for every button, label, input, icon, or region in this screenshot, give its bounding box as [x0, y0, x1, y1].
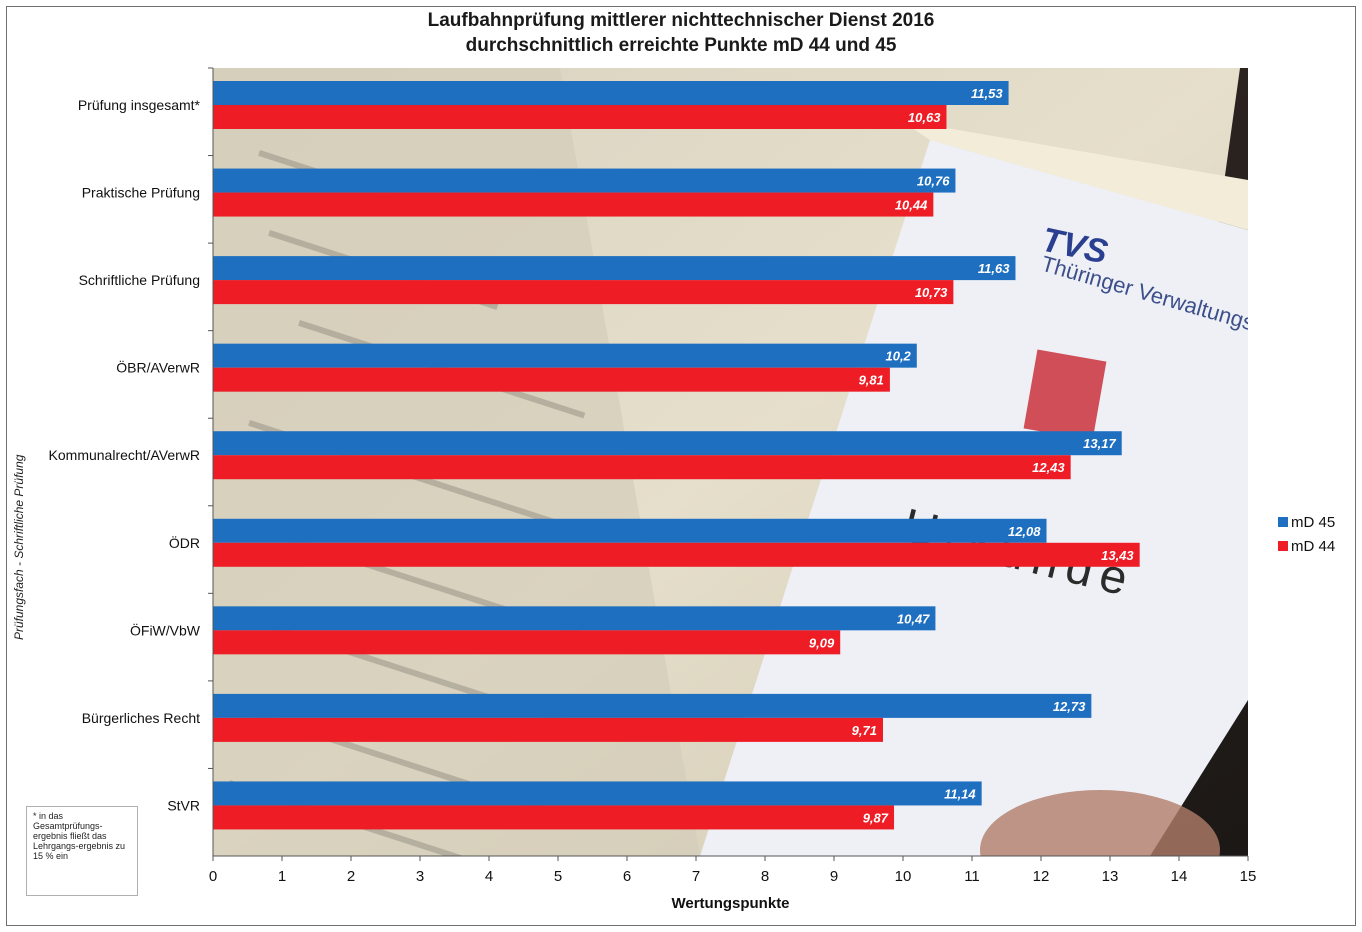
footnote-box: * in das Gesamtprüfungs-ergebnis fließt …: [26, 806, 138, 896]
data-label: 10,73: [915, 285, 948, 300]
category-label: ÖBR/AVerwR: [116, 359, 200, 376]
bar-md45: [213, 781, 982, 806]
data-label: 10,76: [917, 174, 950, 189]
data-label: 9,81: [859, 373, 884, 388]
bar-md44: [213, 455, 1071, 480]
data-label: 10,2: [885, 349, 911, 364]
data-label: 9,71: [852, 723, 877, 738]
x-tick-label: 9: [830, 868, 838, 885]
bar-md45: [213, 81, 1009, 105]
data-label: 10,44: [895, 198, 928, 213]
bar-md44: [213, 717, 883, 742]
bar-md45: [213, 256, 1016, 281]
data-label: 11,53: [971, 86, 1003, 101]
bar-md45: [213, 343, 917, 368]
y-axis-label: Prüfungsfach - Schriftliche Prüfung: [12, 454, 26, 640]
category-label: Bürgerliches Recht: [82, 710, 200, 726]
x-tick-label: 7: [692, 868, 700, 885]
bar-md44: [213, 280, 954, 305]
x-tick-label: 12: [1033, 868, 1050, 885]
data-label: 9,87: [863, 810, 889, 825]
coat-of-arms-icon: [1023, 349, 1107, 441]
x-tick-label: 8: [761, 868, 769, 885]
bar-md45: [213, 518, 1047, 543]
legend-label: mD 44: [1291, 537, 1336, 555]
bar-md44: [213, 542, 1140, 567]
data-label: 12,73: [1053, 699, 1086, 714]
bar-md44: [213, 367, 890, 392]
data-label: 13,43: [1101, 548, 1134, 563]
legend-swatch-red: [1278, 541, 1288, 551]
x-tick-label: 2: [347, 868, 355, 885]
x-tick-label: 3: [416, 868, 424, 885]
x-tick-label: 5: [554, 868, 562, 885]
x-tick-label: 11: [964, 868, 980, 885]
x-tick-label: 15: [1240, 868, 1257, 885]
legend-item-mD44: mD 44: [1278, 534, 1335, 558]
x-tick-label: 13: [1102, 868, 1119, 885]
x-tick-label: 6: [623, 868, 631, 885]
bar-md45: [213, 168, 956, 193]
legend: mD 45 mD 44: [1278, 510, 1335, 558]
data-label: 12,43: [1032, 460, 1065, 475]
bar-md45: [213, 693, 1092, 718]
data-label: 11,14: [944, 786, 976, 801]
category-label: StVR: [167, 797, 200, 813]
category-label: Praktische Prüfung: [82, 185, 200, 201]
bar-md44: [213, 630, 841, 655]
chart-title: Laufbahnprüfung mittlerer nichttechnisch…: [427, 10, 935, 31]
bar-md44: [213, 805, 895, 830]
x-axis-label: Wertungspunkte: [671, 895, 790, 912]
data-label: 13,17: [1083, 436, 1116, 451]
data-label: 12,08: [1008, 524, 1041, 539]
chart-subtitle: durchschnittlich erreichte Punkte mD 44 …: [465, 35, 897, 56]
category-label: Kommunalrecht/AVerwR: [49, 447, 200, 463]
data-label: 10,47: [897, 611, 930, 626]
category-label: ÖDR: [169, 534, 200, 551]
x-tick-label: 14: [1171, 868, 1188, 885]
x-tick-label: 4: [485, 868, 493, 885]
bar-md45: [213, 431, 1122, 456]
data-label: 10,63: [908, 110, 941, 125]
x-tick-label: 0: [209, 868, 217, 885]
category-label: Prüfung insgesamt*: [78, 97, 201, 113]
bar-md44: [213, 192, 934, 217]
data-label: 9,09: [809, 635, 835, 650]
legend-label: mD 45: [1291, 513, 1336, 531]
x-tick-label: 10: [895, 868, 912, 885]
legend-item-mD45: mD 45: [1278, 510, 1335, 534]
category-label: ÖFiW/VbW: [130, 621, 201, 638]
x-tick-label: 1: [278, 868, 286, 885]
bar-md44: [213, 105, 947, 129]
legend-swatch-blue: [1278, 517, 1288, 527]
category-label: Schriftliche Prüfung: [79, 272, 200, 288]
data-label: 11,63: [978, 261, 1010, 276]
bar-md45: [213, 606, 936, 631]
